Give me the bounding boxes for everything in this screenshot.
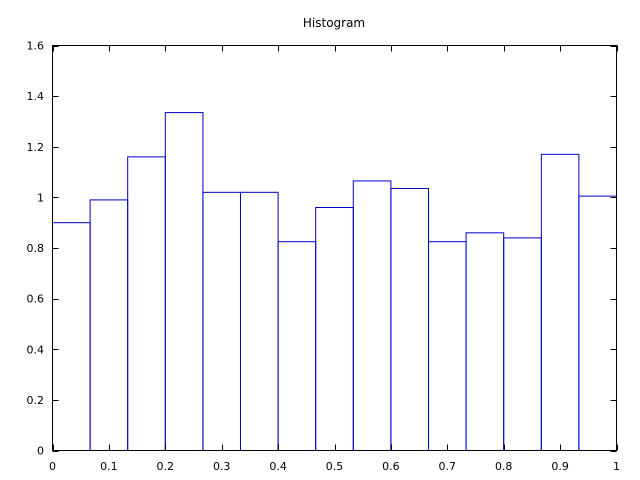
y-tick-label: 0.4 — [27, 343, 45, 356]
x-tick-label: 1 — [613, 460, 620, 473]
histogram-bar — [164, 112, 204, 451]
histogram-bar — [540, 153, 580, 451]
y-tick-label: 0.6 — [27, 293, 45, 306]
y-tick-label: 1 — [37, 191, 44, 204]
histogram-bar — [52, 222, 91, 451]
ticks-group — [52, 45, 618, 452]
histogram-bar — [202, 191, 241, 451]
x-tick-label: 0 — [49, 460, 56, 473]
y-tick-label: 0.8 — [27, 242, 45, 255]
y-tick-label: 0 — [37, 445, 44, 458]
x-tick-label: 0.2 — [157, 460, 175, 473]
histogram-bar — [503, 237, 542, 451]
tick-labels-group: 0 0.1 0.2 0.3 0.4 0.5 0.6 0.7 0.8 0.9 1 0 0.2 0.4 0.6 0… — [27, 40, 621, 474]
x-tick-label: 0.8 — [495, 460, 513, 473]
histogram-bar — [390, 188, 430, 451]
bars-group — [52, 112, 618, 451]
histogram-bar — [89, 199, 129, 451]
histogram-bar — [277, 241, 317, 451]
y-tick-label: 1.6 — [27, 40, 45, 53]
x-tick-label: 0.7 — [439, 460, 457, 473]
x-tick-label: 0.6 — [382, 460, 400, 473]
x-tick-label: 0.1 — [100, 460, 118, 473]
x-tick-label: 0.9 — [551, 460, 569, 473]
y-tick-label: 1.4 — [27, 90, 45, 103]
chart-title: Histogram — [303, 16, 365, 30]
y-tick-label: 1.2 — [27, 141, 45, 154]
y-tick-label: 0.2 — [27, 394, 45, 407]
histogram-bar — [578, 195, 618, 451]
x-tick-label: 0.5 — [326, 460, 344, 473]
histogram-bar — [239, 191, 279, 451]
x-tick-label: 0.3 — [213, 460, 231, 473]
plot-frame — [52, 45, 617, 451]
histogram-bar — [315, 207, 354, 451]
histogram-bar — [428, 241, 467, 451]
histogram-bar — [127, 156, 166, 451]
x-tick-label: 0.4 — [269, 460, 287, 473]
histogram-bar — [352, 180, 392, 451]
histogram-bar — [465, 232, 505, 451]
